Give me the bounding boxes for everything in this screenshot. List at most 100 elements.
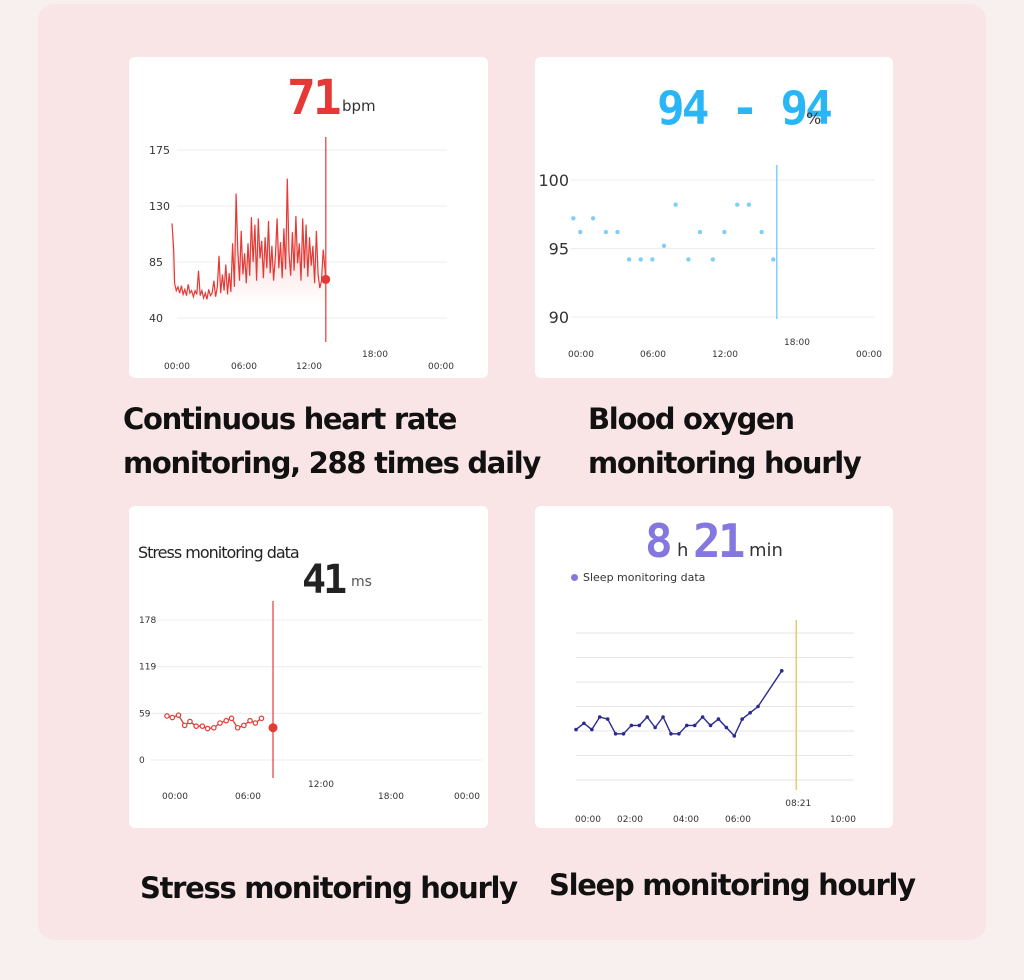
blood-oxygen-point	[697, 229, 703, 235]
y-tick-label: 178	[139, 616, 156, 626]
y-tick-label: 100	[538, 171, 569, 190]
sleep-point	[779, 669, 784, 673]
stress-point	[187, 718, 193, 725]
blood-oxygen-point	[590, 216, 596, 221]
stress-value: 41	[302, 557, 347, 603]
sleep-point	[653, 725, 657, 730]
x-tick-label: 04:00	[673, 815, 699, 825]
stress-point	[228, 715, 235, 722]
sleep-hours-unit: h	[677, 540, 689, 561]
stress-point	[193, 723, 199, 729]
blood-oxygen-point	[673, 202, 678, 207]
x-tick-label: 12:00	[308, 780, 334, 790]
blood-oxygen-point	[735, 202, 740, 207]
sleep-point	[574, 727, 578, 732]
blood-oxygen-point	[722, 229, 727, 235]
stress-point	[247, 717, 253, 724]
y-tick-label: 0	[139, 756, 145, 766]
x-tick-label: 00:00	[162, 792, 188, 802]
blood-oxygen-point	[661, 243, 667, 248]
stress-point	[258, 715, 265, 722]
blood-oxygen-value: 94 - 94	[657, 81, 833, 135]
x-tick-label: 00:00	[428, 362, 454, 372]
blood-oxygen-point	[603, 229, 609, 235]
x-tick-label: 06:00	[725, 815, 751, 825]
heart-rate-card: 71 bpm 175 130 85 40 00:00 06:00 12:00 18:00 00:…	[129, 57, 488, 378]
sleep-point	[692, 723, 697, 728]
sleep-point	[661, 715, 665, 719]
heart-rate-unit: bpm	[342, 97, 376, 115]
sleep-point	[708, 723, 713, 728]
stress-point	[241, 722, 247, 729]
sleep-point	[724, 725, 729, 730]
sleep-card: 8 h 21 min Sleep monitoring data 00:00 02…	[535, 506, 893, 828]
sleep-point	[621, 732, 626, 736]
stress-point	[175, 712, 182, 718]
sleep-point	[716, 717, 721, 721]
x-tick-label: 12:00	[712, 350, 738, 360]
sleep-minutes-unit: min	[749, 540, 783, 561]
sleep-hours-value: 8	[645, 514, 673, 568]
y-tick-label: 85	[149, 256, 163, 269]
stress-point	[217, 720, 223, 726]
sleep-line	[575, 670, 783, 738]
y-tick-label: 95	[549, 240, 569, 259]
sleep-legend: Sleep monitoring data	[571, 571, 705, 584]
blood-oxygen-point	[650, 257, 655, 262]
x-tick-label: 00:00	[575, 815, 601, 825]
y-tick-label: 175	[149, 144, 170, 157]
sleep-point	[669, 732, 673, 736]
blood-oxygen-point	[571, 216, 576, 221]
blood-oxygen-card: 94 - 94 % 100 95 90 00:00 06:00 12:00 18:00 00:…	[535, 57, 893, 378]
stress-point	[252, 720, 259, 726]
blood-oxygen-point	[615, 229, 620, 235]
heart-rate-line	[171, 178, 327, 301]
sleep-point	[677, 732, 681, 736]
sleep-point	[597, 715, 602, 719]
x-tick-label: 06:00	[231, 362, 257, 372]
blood-oxygen-point	[578, 229, 583, 235]
stress-chart-label: Stress monitoring data	[138, 543, 300, 562]
heart-rate-value: 71	[287, 70, 342, 126]
stress-point	[223, 717, 229, 724]
sleep-point	[582, 721, 586, 726]
stress-unit: ms	[351, 574, 372, 590]
x-tick-label: 00:00	[856, 350, 882, 360]
sleep-legend-dot	[571, 574, 578, 581]
x-tick-label: 00:00	[164, 362, 190, 372]
blood-oxygen-chart: 100 95 90 00:00 06:00 12:00 18:00 00:00	[538, 165, 882, 360]
y-tick-label: 90	[549, 308, 569, 327]
blood-oxygen-point	[686, 257, 691, 262]
heart-rate-area	[172, 178, 326, 306]
x-tick-label: 18:00	[378, 792, 404, 802]
x-tick-label: 00:00	[454, 792, 480, 802]
sleep-point	[700, 715, 705, 719]
stress-point	[211, 724, 217, 731]
x-tick-label: 10:00	[830, 815, 856, 825]
stress-point	[204, 725, 211, 732]
x-tick-label: 18:00	[784, 338, 810, 348]
sleep-minutes-value: 21	[693, 514, 745, 568]
stress-caption: Stress monitoring hourly	[140, 871, 518, 905]
sleep-chart: 00:00 02:00 04:00 06:00 10:00 08:21	[574, 620, 856, 825]
sleep-point	[613, 732, 618, 736]
stress-point	[234, 724, 241, 731]
x-tick-label: 02:00	[617, 815, 643, 825]
heart-rate-caption-line-1: Continuous heart rate	[123, 402, 457, 436]
sleep-point	[732, 734, 737, 738]
y-tick-label: 40	[149, 312, 163, 325]
x-tick-label: 18:00	[362, 350, 388, 360]
sleep-point	[590, 727, 594, 732]
stress-point	[199, 723, 206, 729]
heart-rate-caption-line-2: monitoring, 288 times daily	[123, 446, 541, 480]
blood-oxygen-caption-line-2: monitoring hourly	[588, 446, 862, 480]
y-tick-label: 119	[139, 663, 156, 673]
x-tick-label: 06:00	[640, 350, 666, 360]
blood-oxygen-point	[638, 257, 643, 262]
x-tick-label: 00:00	[568, 350, 594, 360]
heart-rate-marker	[321, 274, 331, 284]
blood-oxygen-unit: %	[806, 109, 822, 128]
sleep-point	[748, 711, 752, 715]
sleep-caption: Sleep monitoring hourly	[549, 868, 916, 902]
heart-rate-chart: 175 130 85 40 00:00 06:00 12:00 18:00 00:00	[149, 137, 454, 372]
